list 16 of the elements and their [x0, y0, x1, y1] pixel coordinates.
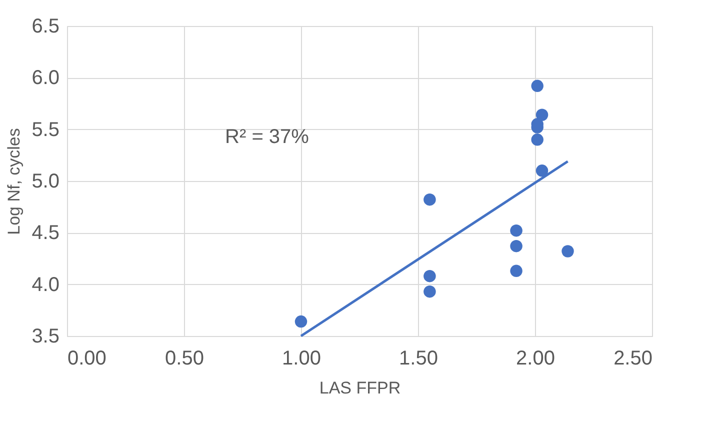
x-tick-label: 2.50 — [614, 348, 652, 370]
y-axis-title: Log Nf, cycles — [4, 128, 24, 235]
y-tick-label: 5.5 — [32, 118, 60, 141]
x-tick-label: 1.00 — [282, 348, 321, 370]
x-tick-label: 0.50 — [165, 348, 204, 370]
x-tick-label: 1.50 — [399, 348, 438, 370]
x-tick-label: 0.00 — [68, 348, 106, 370]
annotation: R² = 37% — [225, 126, 310, 148]
y-tick-label: 6.0 — [32, 67, 60, 90]
x-tick-label: 2.00 — [516, 348, 555, 370]
y-tick-label: 4.5 — [32, 222, 60, 244]
x-axis-title: LAS FFPR — [319, 378, 401, 398]
y-tick-label: 3.5 — [32, 326, 60, 348]
y-tick-label: 6.5 — [32, 16, 60, 38]
y-tick-label: 5.0 — [32, 170, 60, 192]
y-tick-label: 4.0 — [32, 274, 60, 296]
